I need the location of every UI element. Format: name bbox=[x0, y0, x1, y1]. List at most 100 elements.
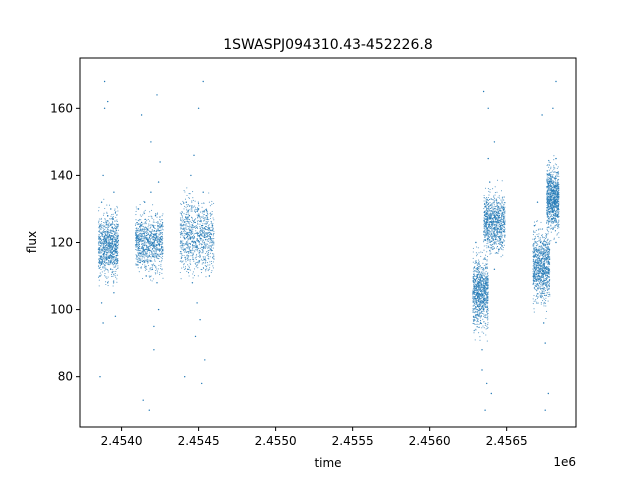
data-point bbox=[484, 222, 486, 224]
data-point bbox=[111, 275, 113, 277]
data-point bbox=[496, 245, 498, 248]
data-point bbox=[151, 264, 153, 266]
data-point bbox=[139, 236, 141, 238]
data-point bbox=[213, 232, 215, 234]
data-point bbox=[105, 262, 107, 264]
data-point bbox=[180, 214, 183, 216]
data-point bbox=[503, 226, 506, 228]
data-point bbox=[548, 250, 550, 252]
data-point bbox=[113, 260, 115, 262]
data-point bbox=[478, 261, 480, 263]
data-point bbox=[117, 229, 120, 231]
data-point bbox=[202, 223, 204, 225]
data-point bbox=[543, 237, 545, 239]
data-point bbox=[495, 241, 497, 243]
data-point bbox=[103, 251, 105, 253]
data-point bbox=[108, 248, 110, 250]
data-point bbox=[496, 240, 498, 242]
data-point bbox=[479, 294, 481, 296]
data-point bbox=[210, 240, 212, 242]
data-point bbox=[98, 220, 100, 222]
data-point bbox=[98, 231, 100, 233]
data-point bbox=[150, 237, 152, 240]
data-point bbox=[486, 233, 488, 235]
data-point bbox=[485, 229, 487, 231]
data-point bbox=[199, 226, 201, 228]
data-point bbox=[202, 215, 204, 217]
data-point bbox=[474, 285, 476, 288]
data-point bbox=[488, 190, 490, 192]
data-point bbox=[179, 232, 181, 234]
data-point bbox=[161, 260, 163, 262]
data-point bbox=[109, 249, 111, 251]
data-point bbox=[501, 245, 503, 247]
data-point bbox=[207, 270, 209, 272]
data-point bbox=[185, 249, 187, 251]
data-point bbox=[486, 260, 488, 262]
data-point bbox=[111, 240, 113, 243]
data-point bbox=[495, 252, 497, 254]
data-point bbox=[151, 250, 153, 252]
data-point bbox=[202, 249, 204, 251]
data-point bbox=[147, 229, 149, 231]
data-point bbox=[483, 241, 485, 243]
data-point bbox=[490, 228, 493, 230]
data-point bbox=[472, 294, 474, 296]
data-point bbox=[503, 240, 505, 242]
data-point bbox=[200, 258, 202, 260]
data-point bbox=[99, 257, 101, 259]
data-point bbox=[110, 246, 112, 248]
data-point bbox=[194, 209, 196, 211]
data-point bbox=[474, 306, 476, 308]
data-point bbox=[182, 218, 184, 220]
data-point bbox=[204, 244, 206, 246]
data-point bbox=[135, 233, 137, 235]
data-point bbox=[472, 309, 474, 311]
data-point bbox=[106, 221, 108, 223]
data-point bbox=[139, 227, 141, 229]
data-point bbox=[152, 233, 154, 235]
data-point bbox=[186, 251, 188, 253]
data-points bbox=[97, 80, 560, 411]
data-point bbox=[114, 208, 116, 210]
data-point bbox=[213, 202, 215, 204]
data-point bbox=[107, 252, 109, 254]
data-point bbox=[111, 251, 113, 253]
data-point bbox=[485, 265, 487, 267]
data-point bbox=[532, 238, 534, 240]
data-point bbox=[192, 205, 194, 207]
data-point bbox=[501, 235, 503, 237]
data-point bbox=[487, 242, 489, 244]
data-point bbox=[486, 299, 488, 301]
data-point bbox=[186, 270, 188, 272]
data-point bbox=[135, 248, 137, 251]
data-point bbox=[115, 251, 117, 253]
data-point bbox=[188, 238, 190, 240]
data-point bbox=[115, 243, 117, 245]
data-point bbox=[476, 321, 478, 323]
data-point bbox=[487, 225, 490, 227]
data-point bbox=[483, 315, 485, 317]
data-point bbox=[476, 264, 478, 266]
data-point bbox=[135, 258, 137, 260]
data-point bbox=[182, 260, 184, 262]
data-point bbox=[486, 308, 489, 310]
data-point bbox=[480, 316, 482, 318]
data-point bbox=[110, 261, 112, 263]
data-point bbox=[496, 238, 498, 240]
data-point bbox=[492, 231, 495, 233]
data-point bbox=[489, 188, 491, 191]
data-point bbox=[141, 260, 143, 262]
data-point bbox=[148, 275, 150, 277]
data-point bbox=[137, 241, 139, 243]
data-point bbox=[488, 236, 490, 238]
data-point bbox=[199, 223, 201, 225]
data-point bbox=[111, 247, 113, 249]
data-point bbox=[181, 248, 183, 251]
data-point bbox=[150, 215, 152, 217]
data-point bbox=[145, 253, 147, 255]
data-point bbox=[192, 254, 194, 256]
data-point bbox=[210, 214, 212, 216]
data-point bbox=[151, 237, 153, 239]
data-point bbox=[493, 195, 495, 197]
